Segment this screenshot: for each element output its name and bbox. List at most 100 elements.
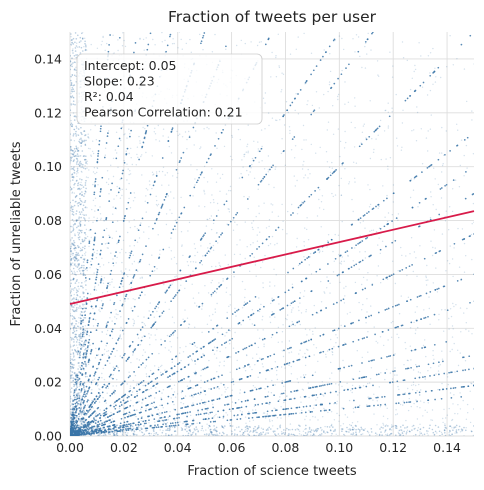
data-point [286, 233, 288, 235]
data-point [315, 394, 318, 396]
data-point [80, 46, 83, 49]
data-point [299, 412, 301, 414]
data-point [221, 394, 223, 396]
data-point [265, 395, 267, 398]
data-point [181, 48, 183, 50]
data-point [140, 406, 143, 409]
data-point [70, 231, 72, 233]
data-point [381, 240, 384, 242]
data-point [217, 242, 219, 244]
data-point [452, 64, 454, 66]
data-point [82, 37, 84, 39]
data-point [438, 319, 440, 321]
data-point [116, 242, 118, 245]
data-point [342, 359, 344, 362]
data-point [99, 307, 101, 309]
data-point [381, 434, 383, 436]
data-point [84, 134, 87, 136]
data-point [70, 353, 72, 356]
data-point [274, 414, 277, 417]
data-point [416, 400, 418, 403]
data-point [254, 425, 256, 428]
data-point [416, 390, 418, 392]
data-point [145, 187, 148, 190]
data-point [116, 185, 118, 188]
data-point [71, 174, 73, 176]
data-point [85, 228, 88, 231]
data-point [279, 435, 281, 436]
data-point [387, 329, 390, 331]
data-point [70, 84, 72, 86]
data-point [266, 429, 268, 431]
data-point [177, 172, 179, 175]
data-point [71, 192, 73, 194]
data-point [71, 403, 73, 405]
data-point [88, 169, 90, 171]
data-point [153, 430, 155, 432]
data-point [354, 97, 356, 99]
data-point [460, 331, 462, 333]
data-point [81, 340, 83, 343]
data-point [205, 401, 207, 403]
data-point [77, 245, 79, 247]
data-point [115, 309, 117, 311]
data-point [258, 41, 261, 43]
data-point [72, 179, 74, 181]
data-point [82, 209, 85, 212]
data-point [188, 323, 190, 325]
data-point [391, 76, 394, 78]
data-point [362, 433, 364, 435]
data-point [419, 433, 421, 435]
data-point [75, 274, 77, 276]
data-point [244, 365, 246, 367]
data-point [84, 143, 87, 146]
data-point [71, 304, 73, 307]
data-point [359, 235, 361, 237]
data-point [460, 428, 463, 431]
data-point [71, 41, 73, 44]
data-point [178, 413, 180, 416]
data-point [368, 397, 371, 400]
data-point [306, 334, 308, 336]
data-point [94, 357, 97, 359]
data-point [102, 397, 104, 399]
data-point [131, 391, 134, 393]
data-point [308, 355, 311, 358]
data-point [152, 38, 154, 41]
data-point [81, 282, 83, 284]
data-point [132, 433, 135, 436]
data-point [73, 297, 75, 299]
data-point [111, 281, 113, 283]
data-point [74, 155, 76, 158]
data-point [136, 153, 138, 156]
data-point [72, 228, 75, 230]
data-point [318, 207, 321, 209]
data-point [196, 403, 199, 406]
data-point [170, 397, 172, 399]
data-point [95, 347, 97, 350]
data-point [432, 350, 434, 352]
data-point [74, 41, 76, 44]
data-point [402, 393, 405, 396]
data-point [76, 161, 78, 163]
data-point [269, 420, 271, 423]
data-point [446, 373, 448, 375]
data-point [73, 310, 75, 312]
data-point [108, 261, 110, 264]
data-point [79, 408, 82, 410]
data-point [331, 432, 333, 435]
data-point [173, 403, 175, 406]
data-point [71, 264, 73, 267]
data-point [232, 407, 234, 410]
data-point [71, 322, 74, 325]
data-point [76, 158, 79, 160]
data-point [117, 166, 119, 168]
data-point [265, 378, 267, 380]
data-point [247, 124, 249, 126]
data-point [83, 46, 85, 48]
data-point [70, 365, 71, 368]
data-point [332, 250, 334, 253]
data-point [189, 425, 192, 427]
data-point [275, 274, 277, 276]
data-point [173, 408, 175, 410]
